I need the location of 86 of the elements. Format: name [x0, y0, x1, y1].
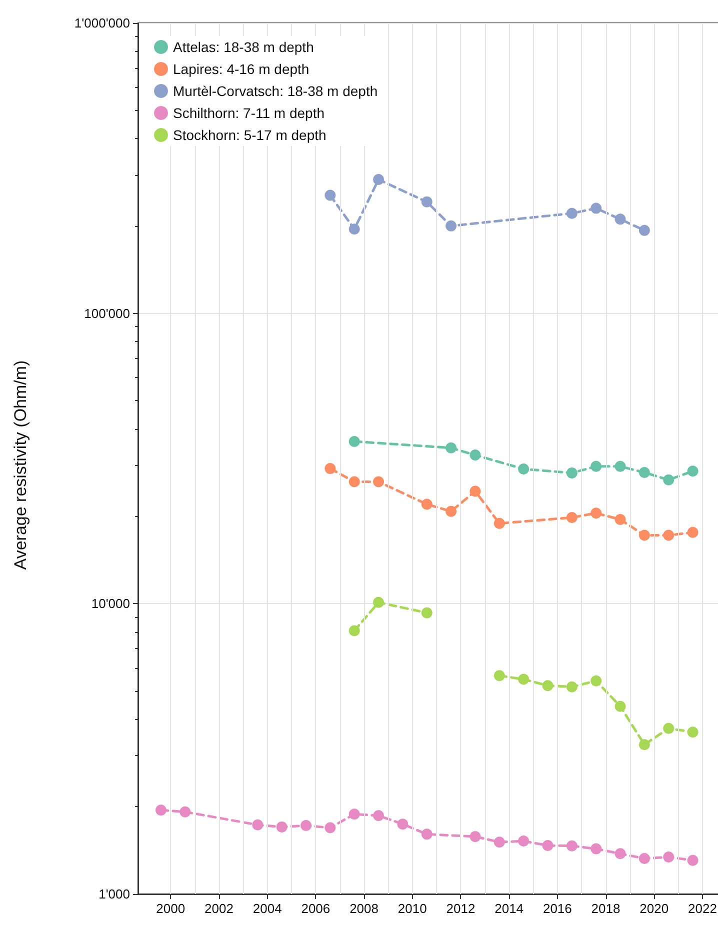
point [542, 680, 554, 692]
x-tick-label: 2014 [494, 901, 524, 916]
point [638, 739, 650, 750]
point [494, 836, 505, 848]
point [300, 820, 312, 832]
x-tick-label: 2002 [204, 901, 234, 916]
point [614, 214, 626, 225]
point [663, 852, 674, 862]
point [687, 466, 698, 477]
legend-label: Lapires: 4-16 m depth [173, 61, 310, 77]
point [446, 220, 457, 232]
point [566, 208, 578, 219]
y-tick-label: 1'000 [98, 886, 130, 902]
point [324, 190, 336, 201]
legend-label: Stockhorn: 5-17 m depth [173, 127, 326, 143]
point [470, 831, 481, 842]
x-tick-label: 2006 [301, 901, 330, 916]
x-tick-label: 2022 [688, 901, 717, 916]
point [638, 467, 650, 478]
point [566, 467, 578, 478]
point [614, 700, 626, 712]
point [446, 442, 457, 454]
point [348, 436, 360, 447]
point [542, 840, 554, 852]
x-tick-label: 2018 [591, 901, 620, 916]
x-tick-label: 2000 [156, 901, 186, 916]
point [590, 675, 602, 686]
point [155, 804, 166, 816]
point [663, 722, 674, 734]
x-tick-label: 2008 [350, 901, 378, 916]
point [421, 607, 432, 618]
point [421, 828, 432, 840]
point [373, 810, 384, 822]
legend-label: Attelas: 18-38 m depth [173, 39, 314, 55]
y-tick-label: 100'000 [84, 306, 130, 321]
point [518, 674, 530, 685]
point [373, 174, 384, 186]
point [614, 848, 626, 860]
point [566, 681, 578, 692]
point [252, 819, 264, 830]
point [663, 530, 674, 541]
point [687, 526, 698, 538]
point [276, 821, 288, 832]
point [180, 806, 191, 818]
point [638, 853, 650, 864]
point [566, 512, 578, 524]
point [638, 224, 650, 236]
x-tick-label: 2020 [640, 901, 669, 916]
point [566, 840, 578, 852]
x-tick-label: 2010 [398, 901, 427, 916]
point [446, 506, 457, 517]
x-tick-label: 2012 [446, 901, 476, 916]
y-tick-label: 10'000 [91, 596, 130, 612]
point [614, 460, 626, 472]
point [494, 518, 505, 529]
point [421, 498, 432, 510]
point [470, 486, 481, 497]
point [348, 224, 360, 235]
x-tick-label: 2004 [252, 901, 282, 916]
point [373, 596, 384, 608]
point [494, 670, 505, 682]
point [373, 476, 384, 488]
y-tick-label: 1'000'000 [74, 16, 130, 30]
point [590, 202, 602, 214]
point [324, 822, 336, 834]
legend-label: Schilthorn: 7-11 m depth [173, 105, 324, 121]
point [590, 843, 602, 854]
y-axis-title: Average resistivity (Ohm/m) [11, 360, 30, 570]
x-tick-label: 2016 [542, 901, 572, 916]
point [663, 474, 674, 486]
point [470, 450, 481, 461]
point [590, 508, 602, 519]
point [518, 836, 530, 847]
point [518, 463, 530, 474]
point [421, 196, 432, 208]
point [614, 514, 626, 525]
point [687, 854, 698, 866]
point [348, 476, 360, 488]
point [397, 818, 408, 830]
point [590, 460, 602, 472]
point [324, 463, 336, 474]
point [638, 530, 650, 541]
point [687, 726, 698, 738]
legend-label: Murtèl-Corvatsch: 18-38 m depth [173, 83, 378, 99]
point [348, 625, 360, 636]
point [348, 808, 360, 820]
